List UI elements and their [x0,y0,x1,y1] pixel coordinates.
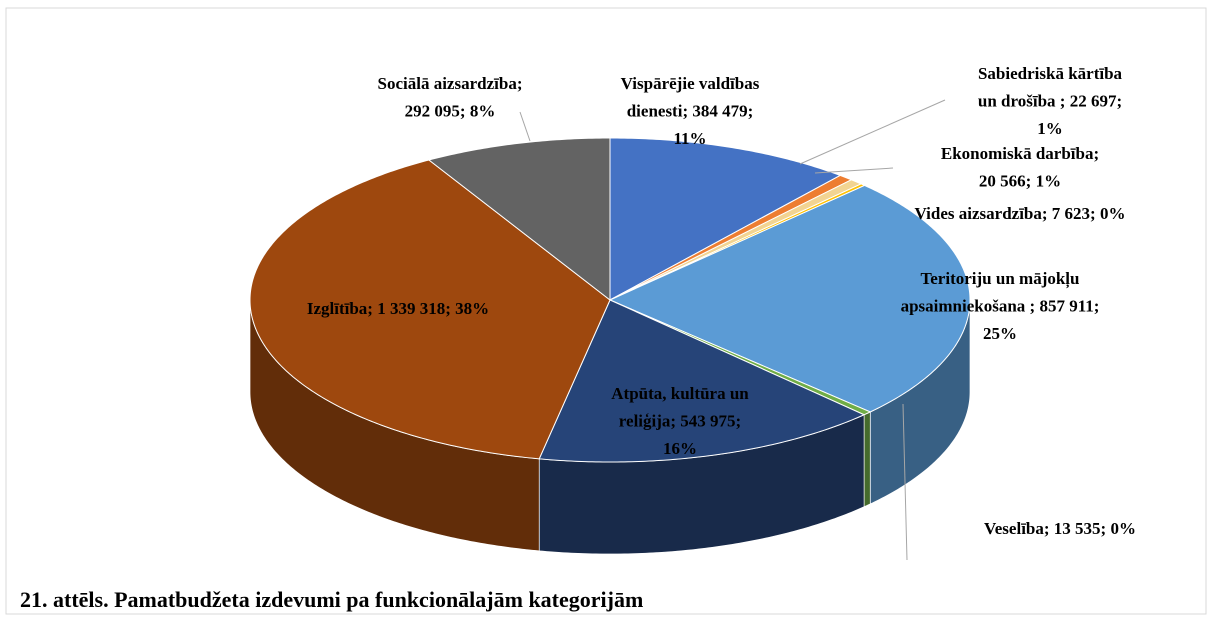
slice [609,137,842,301]
data-label: Veselība; 13 535; 0% [984,519,1136,538]
data-label: Vispārējie valdības [621,74,760,93]
chart-title: 21. attēls. Pamatbudžeta izdevumi pa fun… [20,587,643,612]
data-label: dienesti; 384 479; [627,101,754,120]
data-label: Ekonomiskā darbība; [941,144,1099,163]
slice [608,184,971,413]
slice-tops [249,137,971,463]
data-label: reliģija; 543 975; [619,411,741,430]
data-label: 292 095; 8% [405,101,496,120]
data-label: 16% [663,439,697,458]
leader-line [799,99,946,165]
slice [427,137,611,302]
data-label: Teritoriju un mājokļu [920,269,1079,289]
data-label: Izglītība; 1 339 318; 38% [307,299,489,318]
slice-side [863,411,871,508]
leader-line [814,167,894,174]
slice-sides [249,299,971,555]
slice [249,159,611,460]
data-label: Atpūta, kultūra un [611,384,749,403]
data-label: un drošība ; 22 697; [978,91,1122,110]
data-label: 25% [983,324,1017,343]
data-label: 20 566; 1% [979,171,1061,190]
leader-line [519,111,531,142]
chart-frame [5,7,1207,615]
leader-line [902,403,908,561]
data-label: apsaimniekošana ; 857 911; [901,296,1100,315]
slice [538,299,866,463]
data-label: Sabiedriskā kārtība [978,64,1123,83]
data-label: Vides aizsardzība; 7 623; 0% [915,204,1126,223]
data-label: 11% [673,129,706,148]
data-label: Sociālā aizsardzība; [378,74,523,93]
data-label: 1% [1037,119,1063,138]
